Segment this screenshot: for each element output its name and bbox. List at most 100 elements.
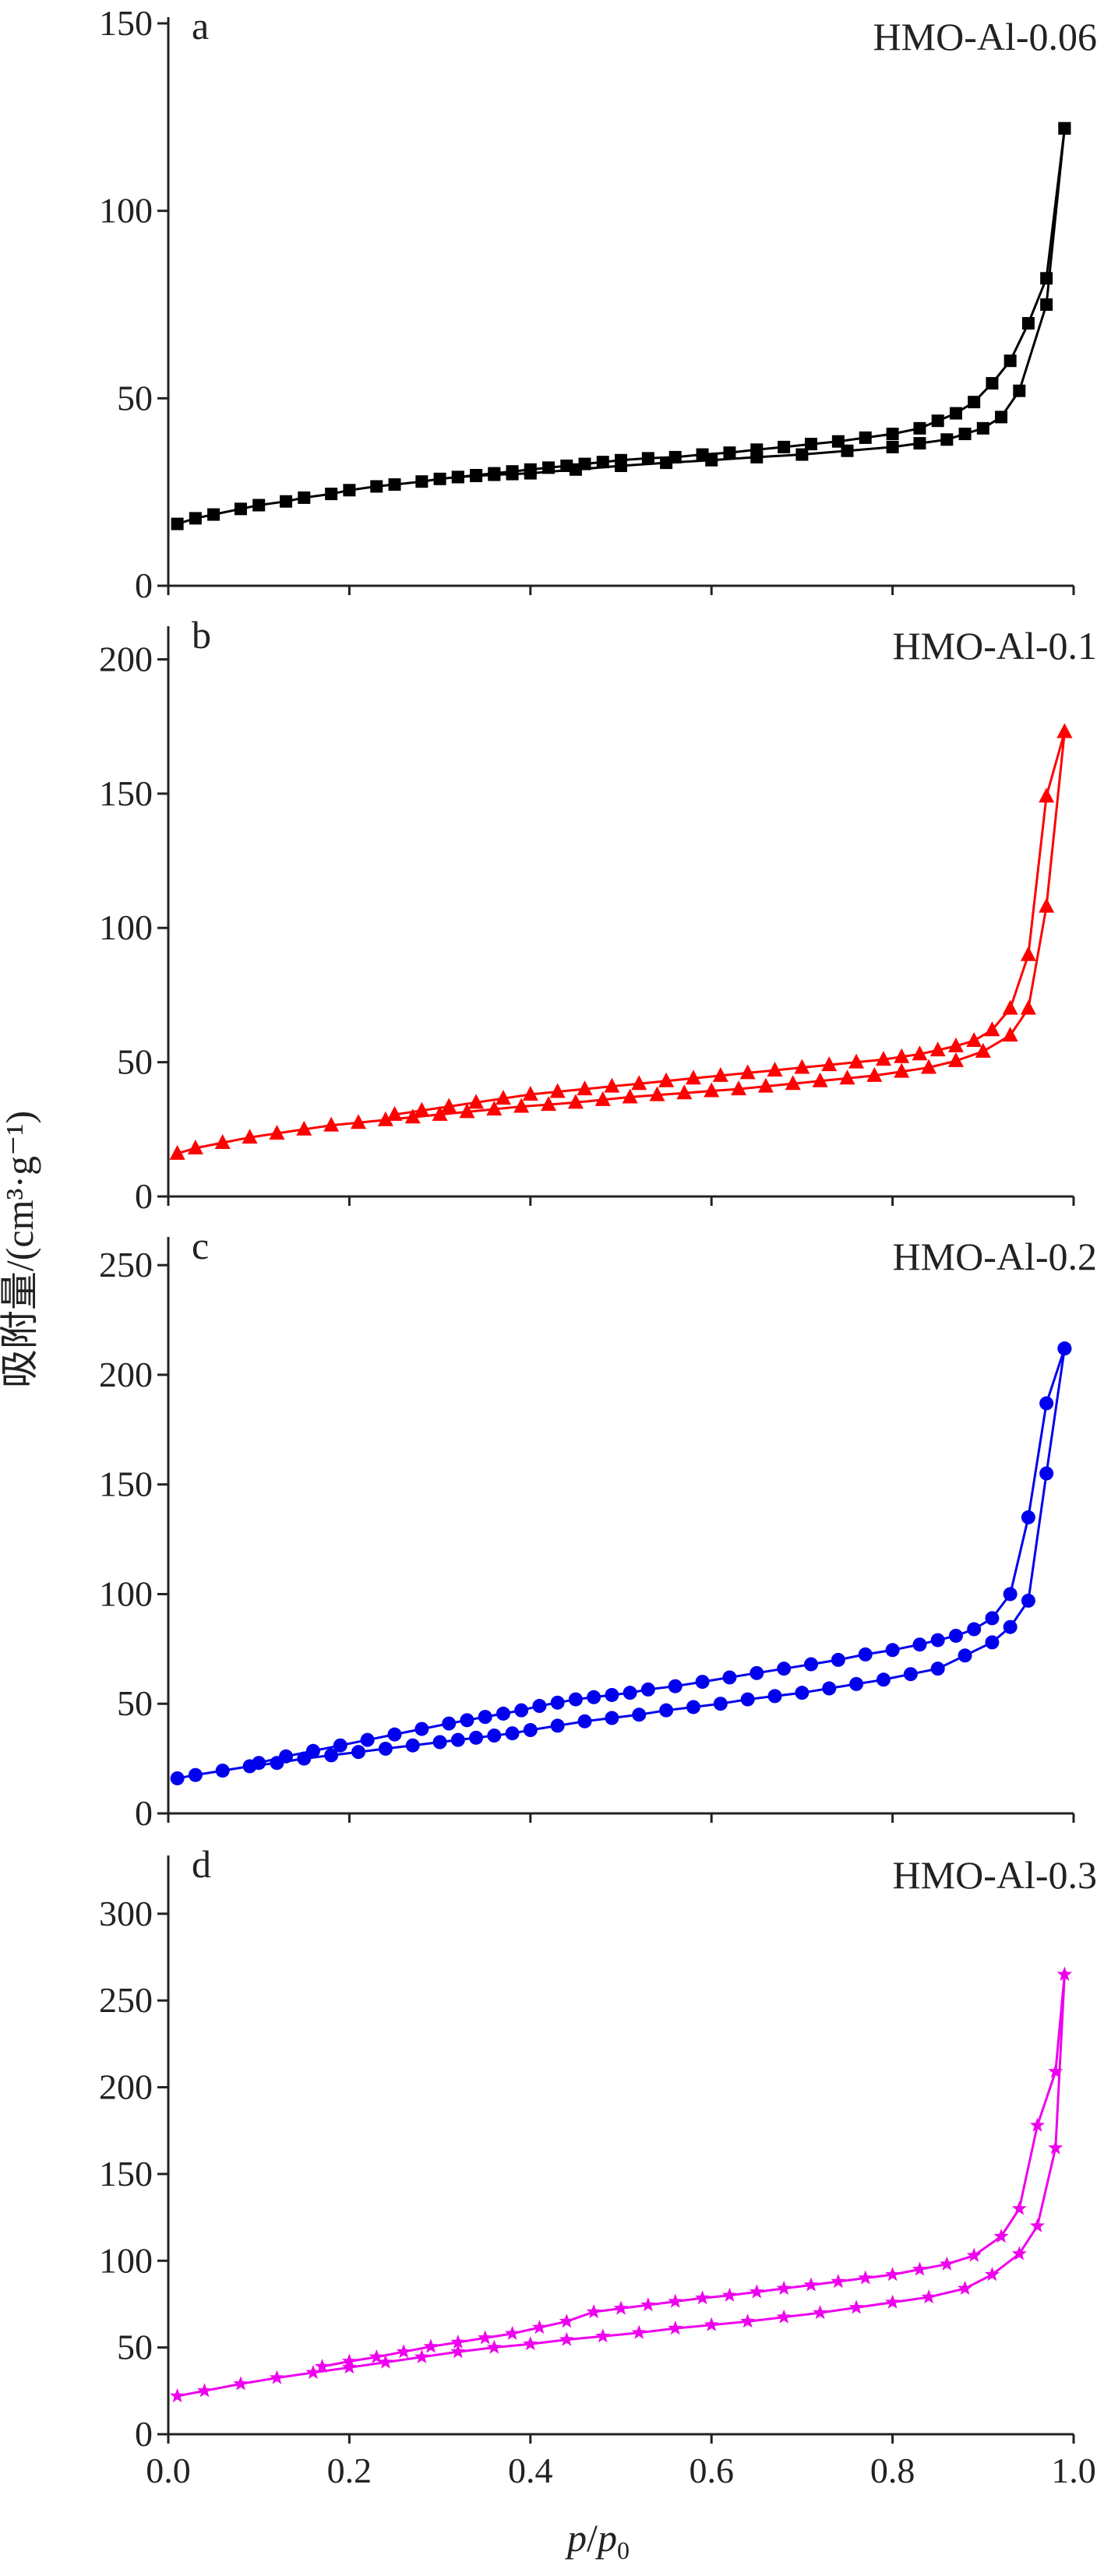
adsorption-point [414, 2349, 429, 2363]
desorption-point [1030, 2117, 1045, 2132]
panel-letter: b [192, 613, 211, 657]
adsorption-point [1040, 298, 1053, 311]
desorption-point [948, 1628, 963, 1643]
desorption-point [859, 431, 872, 444]
adsorption-point [866, 1066, 883, 1082]
x-axis-title: p/p0 [565, 2516, 630, 2564]
adsorption-point [370, 480, 383, 493]
adsorption-point [958, 428, 972, 441]
desorption-point [930, 1633, 945, 1647]
desorption-point [524, 463, 537, 476]
desorption-point [949, 407, 962, 420]
panel-letter: d [192, 1842, 211, 1886]
desorption-point [531, 2320, 547, 2335]
desorption-point [821, 1056, 838, 1072]
adsorption-point [486, 2339, 502, 2354]
adsorption-point [234, 502, 247, 516]
y-tick-label: 150 [99, 2154, 153, 2194]
desorption-point [831, 2274, 846, 2289]
desorption-point [739, 1064, 756, 1080]
adsorption-point [1030, 2218, 1045, 2232]
desorption-point [912, 2261, 927, 2276]
x-tick-label: 0.8 [870, 2451, 915, 2490]
desorption-point [668, 1679, 683, 1693]
adsorption-point [405, 1738, 420, 1753]
adsorption-point [757, 1077, 774, 1093]
desorption-line [322, 1974, 1066, 2368]
adsorption-point [1011, 2246, 1027, 2261]
adsorption-point [486, 1100, 503, 1115]
desorption-point [658, 1072, 675, 1087]
desorption-point [496, 1706, 510, 1721]
y-tick-label: 150 [99, 774, 153, 813]
desorption-point [984, 1021, 1000, 1037]
desorption-point [712, 1066, 728, 1082]
adsorption-point [378, 1741, 393, 1756]
y-tick-label: 100 [99, 907, 153, 947]
adsorption-point [323, 1116, 340, 1132]
desorption-point [495, 1090, 511, 1105]
desorption-point [641, 452, 654, 465]
x-axis-title-subscript: 0 [617, 2536, 630, 2564]
adsorption-point [894, 1062, 910, 1078]
desorption-point [776, 2280, 792, 2295]
adsorption-point [513, 1098, 530, 1113]
y-tick-label: 100 [99, 191, 153, 231]
desorption-point [441, 1098, 457, 1113]
adsorption-point [432, 1735, 447, 1750]
adsorption-point [659, 1703, 674, 1718]
adsorption-point [324, 1748, 339, 1763]
desorption-point [450, 2335, 466, 2349]
y-tick-label: 150 [99, 3, 153, 43]
adsorption-point [921, 1059, 937, 1074]
desorption-point [369, 2349, 384, 2363]
adsorption-point [876, 1672, 891, 1687]
desorption-point [848, 1053, 865, 1069]
y-tick-label: 50 [117, 1042, 153, 1082]
adsorption-point [1048, 2140, 1063, 2155]
adsorption-point [298, 491, 311, 504]
adsorption-point [269, 1124, 285, 1140]
desorption-point [396, 2344, 411, 2359]
y-tick-label: 150 [99, 1464, 153, 1504]
adsorption-point [325, 488, 338, 501]
x-axis-title-p0: p [595, 2516, 617, 2560]
y-tick-label: 100 [99, 1573, 153, 1613]
adsorption-point [839, 1070, 855, 1085]
adsorption-point [469, 1730, 484, 1745]
desorption-point [778, 440, 791, 453]
desorption-point [986, 377, 999, 390]
panel-d: 0 50 100 150 200 250 300 0.0 0.2 0.4 0.6 0.8 1.0 d HMO… [99, 1842, 1097, 2490]
desorption-point [968, 396, 981, 409]
adsorption-point [1002, 1027, 1018, 1042]
adsorption-point [594, 1091, 611, 1106]
desorption-point [750, 1665, 764, 1680]
desorption-point [695, 1675, 710, 1690]
desorption-point [442, 1716, 457, 1731]
adsorption-point [813, 2305, 828, 2320]
y-tick-label: 0 [135, 1793, 153, 1833]
adsorption-line [177, 1974, 1066, 2398]
x-tick-label: 1.0 [1051, 2451, 1096, 2490]
desorption-point [947, 1037, 964, 1052]
adsorption-point [233, 2376, 249, 2391]
desorption-point [587, 1690, 601, 1704]
y-tick-label: 200 [99, 639, 153, 678]
desorption-point [315, 2359, 330, 2373]
adsorption-point [704, 2317, 719, 2331]
desorption-point [586, 2304, 601, 2319]
desorption-point [460, 1713, 474, 1728]
adsorption-point [305, 2364, 321, 2379]
desorption-point [794, 1059, 810, 1074]
desorption-point [805, 438, 818, 451]
adsorption-point [1003, 1619, 1018, 1634]
desorption-point [749, 2284, 764, 2299]
y-tick-label: 200 [99, 2067, 153, 2107]
desorption-point [875, 1051, 891, 1066]
desorption-point [341, 2353, 357, 2368]
desorption-point [468, 1094, 485, 1109]
desorption-point [1021, 1510, 1035, 1524]
adsorption-point [704, 1082, 720, 1098]
adsorption-point [785, 1075, 801, 1091]
y-tick-label: 0 [135, 1176, 153, 1216]
